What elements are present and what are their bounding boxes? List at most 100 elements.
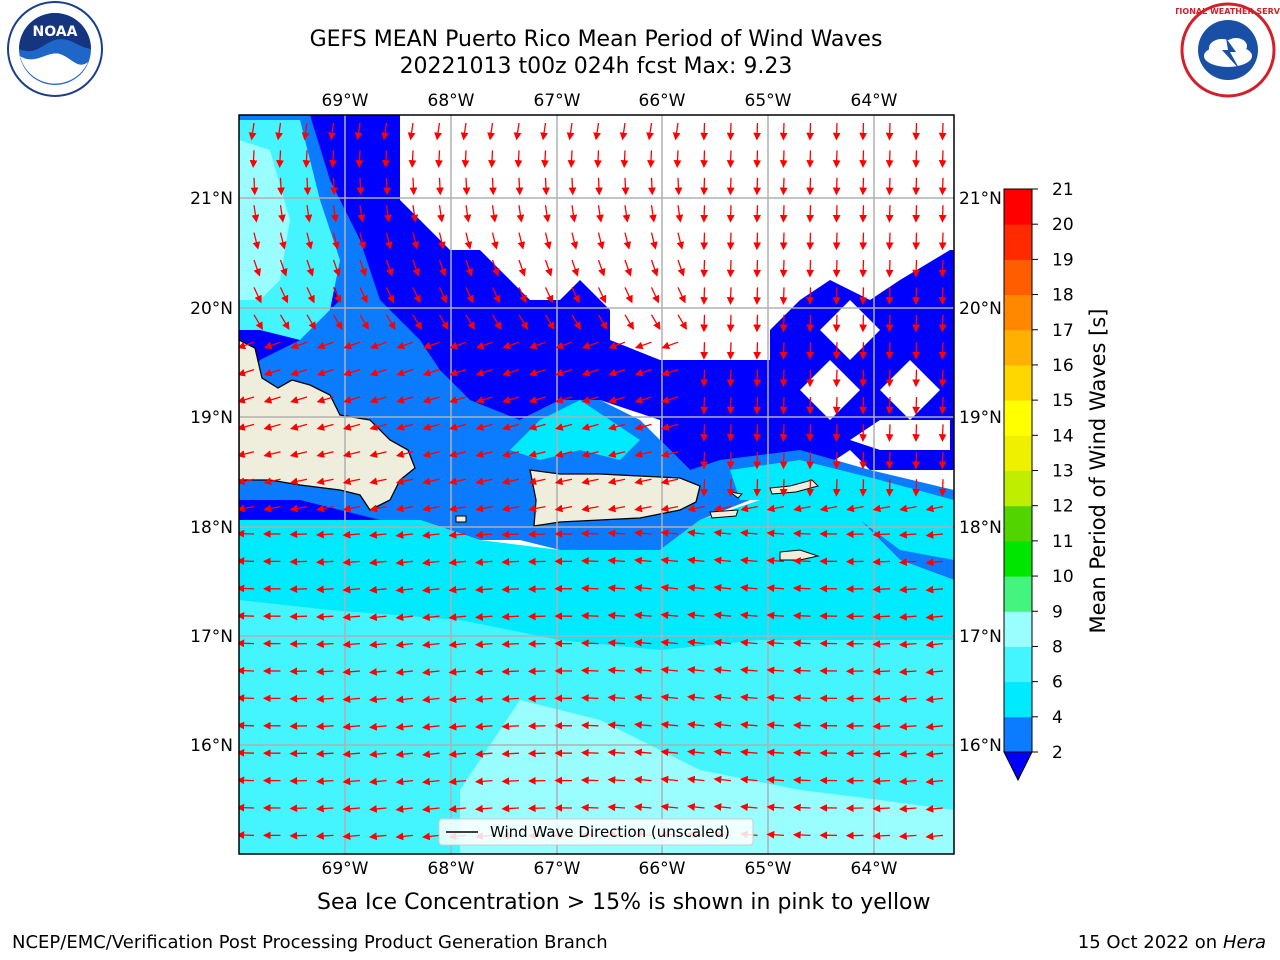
wind-arrow xyxy=(328,122,336,141)
wind-arrow xyxy=(421,613,440,622)
wind-arrow xyxy=(607,639,626,647)
wind-arrow xyxy=(263,396,281,404)
wind-arrow xyxy=(607,803,626,812)
wind-arrow xyxy=(673,150,682,168)
wind-arrow xyxy=(898,640,917,649)
map-frame xyxy=(238,114,955,855)
wind-arrow xyxy=(554,504,573,513)
wind-arrow xyxy=(412,259,420,277)
wind-arrow xyxy=(885,451,894,470)
wind-arrow xyxy=(580,666,599,675)
lat-label-left: 17°N xyxy=(190,627,233,647)
wind-arrow xyxy=(412,287,421,304)
wind-arrow xyxy=(832,369,841,388)
wind-arrow xyxy=(491,314,502,330)
wind-arrow xyxy=(369,450,387,458)
wind-arrow xyxy=(306,287,315,304)
colorbar-segment xyxy=(1004,716,1032,753)
wind-arrow xyxy=(660,504,679,513)
wind-arrow xyxy=(465,259,473,277)
wind-arrow xyxy=(633,748,652,757)
wind-arrow xyxy=(660,611,679,620)
wind-arrow xyxy=(806,232,815,251)
wind-arrow xyxy=(422,423,440,431)
wind-arrow xyxy=(912,314,921,333)
wind-arrow xyxy=(342,804,361,813)
wind-arrow xyxy=(779,205,788,223)
wind-arrow xyxy=(912,342,921,360)
wind-arrow xyxy=(766,584,785,593)
wind-arrow xyxy=(422,477,440,486)
wind-arrow xyxy=(581,423,599,431)
wind-arrow xyxy=(624,314,634,330)
wind-arrow xyxy=(792,776,811,785)
wind-arrow xyxy=(474,585,493,594)
wind-arrow xyxy=(315,804,334,813)
wind-arrow xyxy=(859,122,868,141)
wind-arrow xyxy=(421,750,440,759)
wind-arrow xyxy=(925,558,944,567)
wind-arrow xyxy=(885,232,894,251)
wind-arrow xyxy=(806,122,815,141)
wind-arrow xyxy=(407,122,416,141)
wind-arrow xyxy=(566,122,575,141)
colorbar-tick-label: 6 xyxy=(1052,673,1063,693)
wind-arrow xyxy=(660,720,679,729)
wind-arrow xyxy=(700,122,709,141)
wind-arrow xyxy=(938,479,947,497)
colorbar-tick-label: 16 xyxy=(1052,356,1074,376)
wind-arrow xyxy=(449,423,467,431)
wind-arrow xyxy=(806,259,815,278)
wind-arrow xyxy=(779,342,788,360)
wind-arrow xyxy=(832,259,841,278)
wind-arrow xyxy=(302,150,311,168)
wind-arrow xyxy=(449,396,467,404)
wind-arrow xyxy=(938,205,947,223)
wind-arrow xyxy=(753,259,762,278)
wind-arrow xyxy=(253,314,263,330)
wind-arrow xyxy=(438,259,447,277)
wind-arrow xyxy=(422,368,440,377)
wind-arrow xyxy=(766,556,785,565)
wind-arrow xyxy=(489,177,497,196)
wind-arrow xyxy=(753,479,762,497)
wind-arrow xyxy=(279,259,288,277)
wind-arrow xyxy=(581,477,599,486)
wind-arrow xyxy=(513,122,522,141)
wind-arrow xyxy=(330,177,338,196)
wind-arrow xyxy=(474,558,493,567)
wind-arrow xyxy=(846,504,864,513)
wind-arrow xyxy=(766,803,785,812)
wind-arrow xyxy=(660,803,679,811)
wind-arrow xyxy=(661,423,679,431)
wind-arrow xyxy=(448,777,467,786)
wind-arrow xyxy=(912,122,921,141)
wind-arrow xyxy=(726,287,735,305)
wind-arrow xyxy=(753,150,762,168)
wind-arrow xyxy=(634,477,652,486)
wind-arrow xyxy=(448,531,467,539)
wind-arrow xyxy=(938,122,947,141)
land-hispaniola xyxy=(239,339,416,511)
wind-arrow xyxy=(647,150,655,168)
wind-arrow xyxy=(315,667,334,676)
wind-arrow xyxy=(581,450,599,458)
wind-arrow xyxy=(359,259,367,277)
wind-arrow xyxy=(342,640,361,649)
wind-arrow xyxy=(713,611,732,620)
wind-arrow xyxy=(739,584,758,592)
wind-arrow xyxy=(475,423,493,431)
wind-arrow xyxy=(700,177,709,196)
wind-arrow xyxy=(593,122,601,141)
wind-arrow xyxy=(633,638,652,647)
wind-arrow xyxy=(660,775,679,784)
wind-arrow xyxy=(239,423,255,431)
wind-arrow xyxy=(779,150,788,168)
wind-arrow xyxy=(713,693,732,702)
wind-arrow xyxy=(859,451,868,470)
wind-arrow xyxy=(686,638,705,647)
wind-arrow xyxy=(726,424,735,442)
wind-arrow xyxy=(395,750,414,759)
colorbar-segment xyxy=(1004,540,1032,577)
wind-arrow xyxy=(580,803,599,812)
